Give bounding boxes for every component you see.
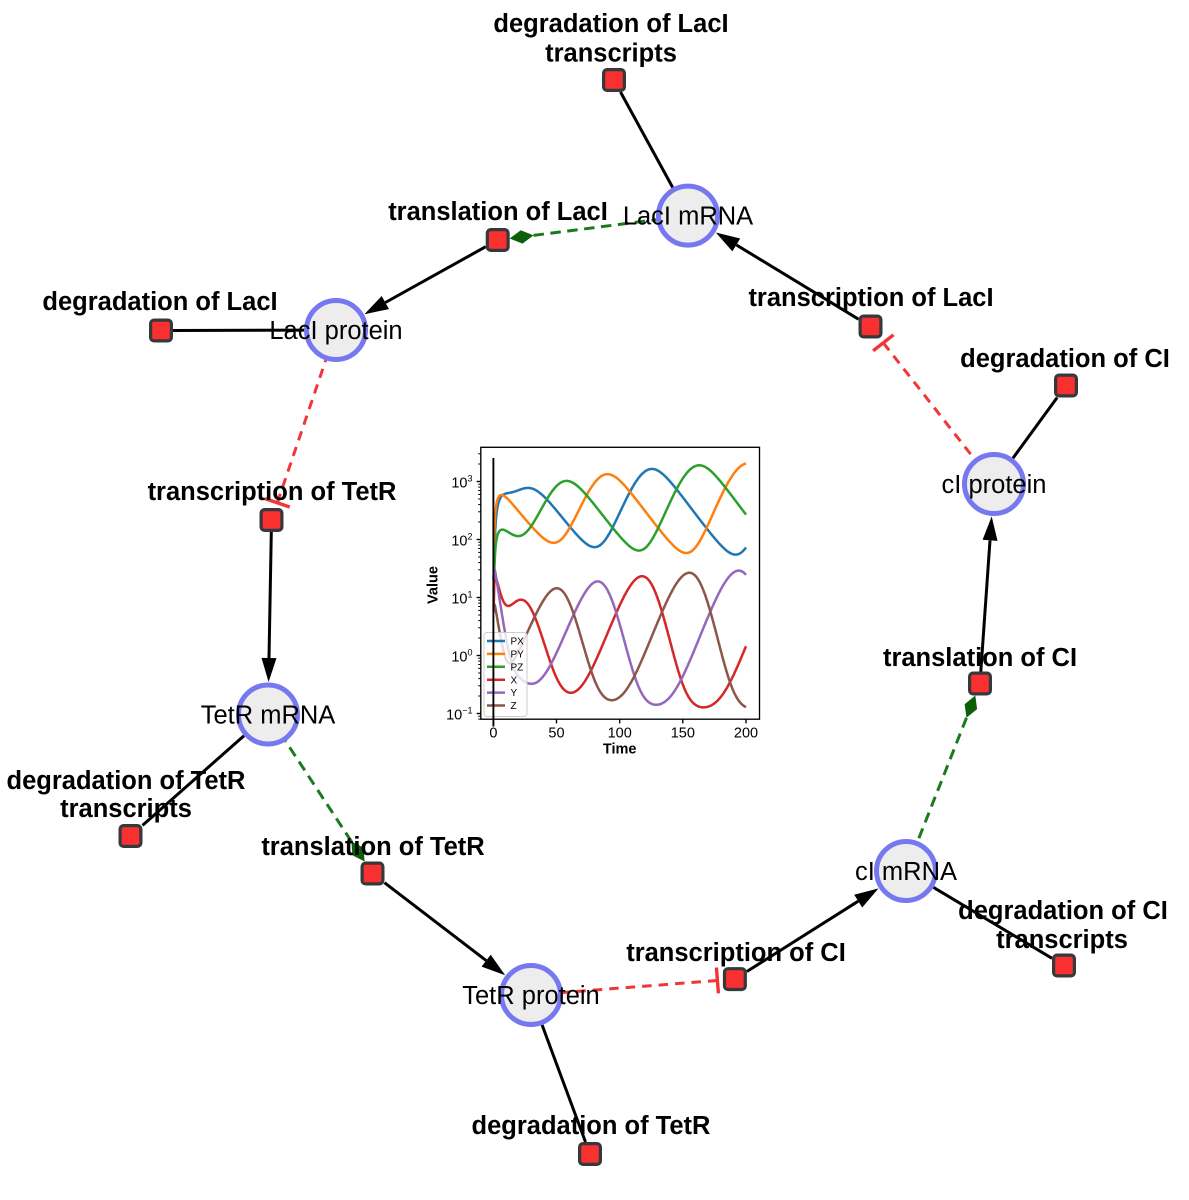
- svg-text:translation of TetR: translation of TetR: [261, 833, 484, 861]
- svg-text:degradation of CI: degradation of CI: [958, 897, 1168, 925]
- svg-text:100: 100: [608, 726, 632, 742]
- svg-text:50: 50: [548, 726, 564, 742]
- svg-text:TetR protein: TetR protein: [462, 982, 600, 1010]
- svg-text:103: 103: [451, 474, 472, 492]
- svg-text:Y: Y: [511, 688, 518, 699]
- svg-text:LacI protein: LacI protein: [269, 317, 402, 345]
- svg-text:LacI mRNA: LacI mRNA: [623, 203, 753, 231]
- svg-text:degradation of LacI: degradation of LacI: [42, 288, 277, 316]
- svg-text:102: 102: [451, 532, 472, 550]
- svg-text:0: 0: [489, 726, 497, 742]
- svg-text:degradation of TetR: degradation of TetR: [7, 767, 246, 795]
- svg-text:cI mRNA: cI mRNA: [855, 858, 957, 886]
- svg-text:degradation of LacI: degradation of LacI: [493, 10, 728, 38]
- svg-text:Z: Z: [511, 701, 517, 712]
- svg-text:150: 150: [671, 726, 695, 742]
- svg-text:TetR mRNA: TetR mRNA: [201, 702, 336, 730]
- svg-text:transcription of CI: transcription of CI: [626, 939, 846, 967]
- svg-text:PZ: PZ: [511, 662, 524, 673]
- svg-text:Time: Time: [603, 742, 637, 758]
- svg-text:Value: Value: [426, 566, 442, 604]
- svg-text:translation of CI: translation of CI: [883, 644, 1077, 672]
- svg-text:transcription of TetR: transcription of TetR: [148, 478, 397, 506]
- svg-text:101: 101: [451, 590, 472, 608]
- svg-text:transcripts: transcripts: [996, 926, 1128, 954]
- svg-text:transcripts: transcripts: [545, 40, 677, 68]
- svg-text:cI protein: cI protein: [942, 471, 1047, 499]
- svg-text:100: 100: [451, 648, 472, 666]
- svg-text:transcripts: transcripts: [60, 795, 192, 823]
- svg-text:X: X: [511, 675, 518, 686]
- svg-text:transcription of LacI: transcription of LacI: [748, 284, 993, 312]
- svg-text:PX: PX: [511, 637, 525, 648]
- svg-text:200: 200: [734, 726, 758, 742]
- svg-text:translation of LacI: translation of LacI: [388, 198, 608, 226]
- svg-text:degradation of TetR: degradation of TetR: [472, 1112, 711, 1140]
- svg-text:degradation of CI: degradation of CI: [960, 345, 1170, 373]
- svg-text:PY: PY: [511, 650, 525, 661]
